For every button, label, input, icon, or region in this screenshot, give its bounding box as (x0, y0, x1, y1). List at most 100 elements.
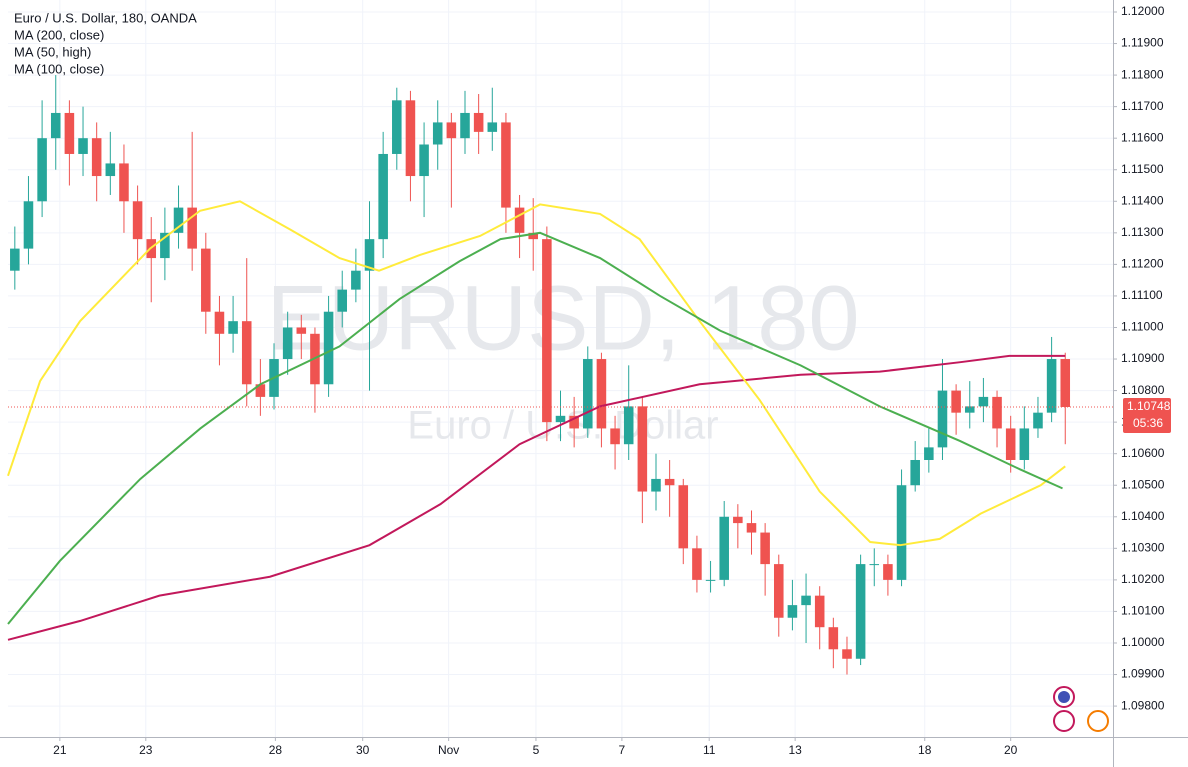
x-tick-label: 23 (139, 743, 153, 757)
candle-body (883, 564, 893, 580)
last-price-box (1123, 397, 1171, 433)
y-tick-label: 1.09900 (1121, 667, 1165, 681)
y-tick-label: 1.11700 (1121, 99, 1164, 113)
candle-body (351, 270, 361, 290)
candle-body (746, 523, 757, 533)
candle-body (978, 396, 989, 407)
candle-body (392, 100, 402, 154)
x-tick-label: 18 (918, 743, 932, 757)
candle-body (651, 478, 661, 492)
candle-body (596, 359, 607, 429)
y-tick-label: 1.11500 (1121, 162, 1164, 176)
candle-body (828, 627, 839, 650)
y-tick-label: 1.10800 (1121, 383, 1165, 397)
candle-body (692, 548, 702, 580)
y-tick-label: 1.10000 (1121, 635, 1165, 649)
y-tick-label: 1.10200 (1121, 572, 1165, 586)
candle-body (23, 201, 34, 249)
x-tick-label: 7 (619, 743, 626, 757)
y-tick-label: 1.10300 (1121, 541, 1165, 555)
candle-body (119, 163, 129, 202)
candle-body (623, 406, 634, 445)
candle-body (432, 122, 443, 145)
candle-body (814, 595, 825, 628)
watermark: EURUSD, 180 (266, 267, 859, 369)
candle-body (733, 516, 743, 524)
candle-body (78, 138, 88, 154)
indicator-label: MA (100, close) (14, 61, 104, 76)
candle-body (1005, 428, 1016, 460)
candle-body (378, 153, 388, 240)
y-tick-label: 1.11400 (1121, 193, 1164, 207)
candle-body (50, 112, 61, 139)
candle-body (542, 239, 552, 423)
candle-body (419, 144, 429, 177)
candle-body (160, 232, 170, 259)
candle-body (501, 122, 511, 208)
candle-body (214, 311, 225, 334)
candle-body (241, 321, 252, 385)
candle-body (364, 239, 375, 271)
y-tick-label: 1.11300 (1121, 225, 1164, 239)
candle-body (282, 327, 293, 360)
candle-body (555, 415, 566, 423)
candle-body (64, 112, 75, 154)
candle-body (37, 138, 47, 202)
y-tick-label: 1.11000 (1121, 320, 1164, 334)
y-tick-label: 1.10600 (1121, 446, 1165, 460)
countdown-label: 05:36 (1133, 416, 1163, 430)
y-tick-label: 1.12000 (1121, 4, 1165, 18)
watermark-layer: EURUSD, 180 Euro / U.S. Dollar (266, 267, 859, 447)
candle-body (678, 485, 689, 549)
candle-body (637, 406, 648, 492)
moving-average-line (7, 354, 1066, 641)
event-icon-flag (1058, 691, 1070, 703)
candle-body (992, 396, 1002, 429)
x-tick-label: 30 (356, 743, 370, 757)
candle-body (610, 428, 620, 445)
candle-body (1019, 428, 1030, 460)
candle-body (569, 415, 579, 429)
candle-body (323, 311, 334, 385)
y-tick-label: 1.11800 (1121, 67, 1164, 81)
x-tick-label: 13 (788, 743, 802, 757)
candle-body (173, 207, 184, 233)
candle-body (487, 122, 498, 132)
candle-body (801, 595, 811, 606)
event-icon[interactable] (1087, 710, 1109, 732)
candle-body (924, 447, 934, 460)
moving-average-line (7, 231, 1063, 625)
event-icon[interactable] (1053, 710, 1075, 732)
candle-body (1033, 412, 1043, 429)
y-tick-label: 1.10400 (1121, 509, 1165, 523)
candle-body (91, 138, 102, 177)
x-tick-label: 28 (269, 743, 283, 757)
candle-body (664, 478, 675, 486)
watermark-subtitle: Euro / U.S. Dollar (407, 404, 718, 448)
candle-body (10, 248, 20, 271)
candle-body (719, 516, 729, 580)
candle-body (760, 532, 770, 565)
candle-body (228, 321, 238, 334)
candle-body (187, 207, 197, 249)
plot-area: EURUSD, 180 Euro / U.S. Dollar (7, 0, 1113, 737)
candle-body (201, 248, 211, 312)
candle-body (705, 579, 716, 581)
candle-body (869, 564, 880, 566)
candle-body (583, 359, 593, 429)
candle-body (132, 201, 143, 240)
y-tick-label: 1.11600 (1121, 130, 1164, 144)
candle-body (105, 163, 116, 177)
x-tick-label: 20 (1004, 743, 1018, 757)
y-tick-label: 1.10100 (1121, 604, 1165, 618)
x-tick-label: 21 (53, 743, 67, 757)
candle-body (855, 564, 866, 659)
candle-body (460, 112, 470, 139)
candle-body (896, 485, 907, 580)
candle-body (255, 384, 266, 397)
candle-body (405, 100, 416, 177)
candle-body (964, 406, 975, 413)
y-tick-label: 1.11900 (1121, 36, 1164, 50)
